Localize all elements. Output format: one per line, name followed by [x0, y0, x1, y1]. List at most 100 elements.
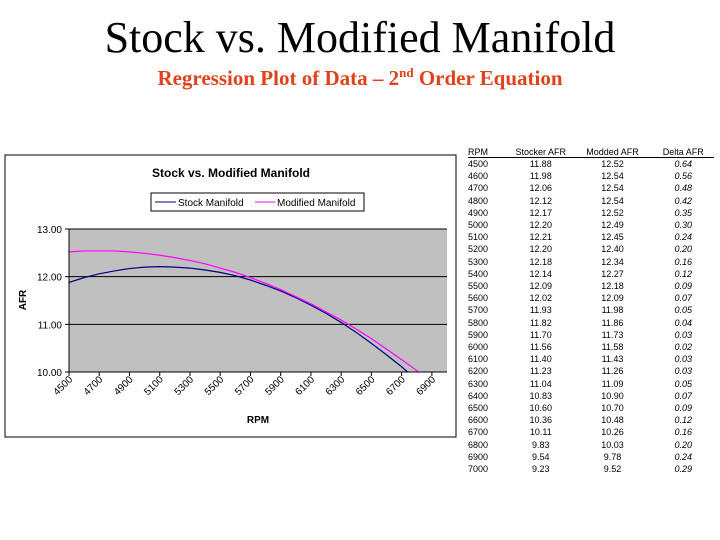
cell-modded-afr: 10.70 [601, 403, 624, 414]
cell-delta-afr: 0.29 [674, 464, 692, 475]
cell-stock-afr: 10.83 [529, 390, 553, 401]
cell-rpm: 6400 [468, 390, 489, 401]
subtitle-suffix: Order Equation [413, 66, 563, 90]
cell-rpm: 5000 [468, 220, 489, 231]
cell-delta-afr: 0.64 [674, 159, 692, 169]
cell-delta-afr: 0.03 [674, 366, 692, 377]
slide-subtitle: Regression Plot of Data – 2nd Order Equa… [0, 64, 720, 92]
y-axis-label: AFR [18, 289, 29, 310]
table-row: 5600 12.02 12.09 0.07 [468, 292, 714, 304]
table-row: 4500 11.88 12.52 0.64 [468, 158, 714, 171]
cell-modded-afr: 12.54 [601, 171, 624, 182]
cell-delta-afr: 0.03 [674, 354, 692, 365]
legend-modified-label: Modified Manifold [277, 198, 355, 209]
cell-delta-afr: 0.09 [674, 403, 692, 414]
table-row: 4900 12.17 12.52 0.35 [468, 207, 714, 219]
cell-delta-afr: 0.48 [674, 183, 692, 194]
cell-modded-afr: 9.78 [603, 451, 622, 462]
cell-rpm: 4600 [468, 171, 489, 182]
cell-rpm: 5200 [468, 244, 489, 255]
cell-stock-afr: 12.20 [529, 220, 553, 231]
table-row: 4600 11.98 12.54 0.56 [468, 170, 714, 182]
cell-modded-afr: 12.40 [601, 244, 624, 255]
chart-title: Stock vs. Modified Manifold [152, 166, 310, 180]
cell-stock-afr: 10.11 [529, 427, 552, 438]
table-row: 6600 10.36 10.48 0.12 [468, 414, 714, 426]
cell-modded-afr: 12.45 [601, 232, 624, 243]
cell-rpm: 5600 [468, 293, 489, 304]
legend-stock-label: Stock Manifold [178, 198, 244, 209]
cell-delta-afr: 0.24 [674, 232, 692, 243]
cell-stock-afr: 9.23 [532, 464, 550, 475]
table-row: 5000 12.20 12.49 0.30 [468, 219, 714, 231]
header-delta-afr: Delta AFR [662, 147, 704, 157]
table-row: 6400 10.83 10.90 0.07 [468, 390, 714, 402]
cell-modded-afr: 12.27 [601, 268, 624, 279]
cell-delta-afr: 0.05 [674, 378, 692, 389]
cell-modded-afr: 11.73 [601, 329, 624, 340]
table-row: 4800 12.12 12.54 0.42 [468, 195, 714, 207]
cell-modded-afr: 11.58 [601, 342, 624, 353]
cell-modded-afr: 12.34 [601, 256, 624, 267]
y-tick-label: 10.00 [37, 368, 62, 379]
cell-stock-afr: 11.98 [529, 171, 552, 182]
cell-delta-afr: 0.12 [674, 268, 692, 279]
cell-stock-afr: 12.18 [529, 256, 553, 267]
cell-modded-afr: 12.49 [601, 220, 624, 231]
cell-delta-afr: 0.16 [674, 256, 692, 267]
cell-rpm: 6900 [468, 451, 489, 462]
cell-stock-afr: 11.04 [529, 378, 552, 389]
cell-rpm: 5800 [468, 317, 489, 328]
cell-stock-afr: 11.82 [529, 317, 552, 328]
cell-delta-afr: 0.35 [674, 207, 692, 218]
cell-rpm: 5100 [468, 232, 489, 243]
cell-stock-afr: 9.54 [532, 451, 550, 462]
cell-rpm: 6600 [468, 415, 489, 426]
table-row: 5500 12.09 12.18 0.09 [468, 280, 714, 292]
cell-delta-afr: 0.12 [674, 415, 692, 426]
table-row: 6000 11.56 11.58 0.02 [468, 341, 714, 353]
cell-rpm: 6200 [468, 366, 489, 377]
subtitle-superscript: nd [399, 65, 414, 80]
cell-modded-afr: 11.43 [601, 354, 624, 365]
cell-delta-afr: 0.05 [674, 305, 692, 316]
table-row: 5900 11.70 11.73 0.03 [468, 329, 714, 341]
cell-rpm: 4900 [468, 207, 489, 218]
cell-stock-afr: 12.12 [529, 195, 553, 206]
cell-stock-afr: 9.83 [532, 439, 550, 450]
cell-modded-afr: 11.86 [601, 317, 624, 328]
table-row: 6300 11.04 11.09 0.05 [468, 378, 714, 390]
cell-stock-afr: 11.93 [529, 305, 552, 316]
y-tick-label: 11.00 [38, 320, 63, 331]
cell-delta-afr: 0.16 [674, 427, 692, 438]
cell-stock-afr: 12.20 [529, 244, 553, 255]
cell-modded-afr: 12.54 [601, 195, 624, 206]
cell-stock-afr: 12.14 [529, 268, 553, 279]
table-row: 6700 10.11 10.26 0.16 [468, 426, 714, 438]
cell-modded-afr: 11.09 [601, 378, 624, 389]
table-row: 6900 9.54 9.78 0.24 [468, 451, 714, 463]
cell-modded-afr: 12.52 [601, 207, 624, 218]
cell-delta-afr: 0.07 [674, 293, 692, 304]
header-modded-afr: Modded AFR [586, 147, 639, 157]
header-stock-afr: Stocker AFR [515, 147, 567, 157]
plot-area [69, 229, 447, 372]
cell-rpm: 6000 [468, 342, 489, 353]
cell-modded-afr: 10.26 [601, 427, 624, 438]
cell-stock-afr: 11.88 [529, 159, 552, 169]
table-row: 6100 11.40 11.43 0.03 [468, 353, 714, 365]
cell-rpm: 4700 [468, 183, 489, 194]
table-row: 5100 12.21 12.45 0.24 [468, 231, 714, 243]
x-axis-label: RPM [247, 415, 269, 426]
table-row: 5400 12.14 12.27 0.12 [468, 268, 714, 280]
data-table: RPM Stocker AFR Modded AFR Delta AFR 450… [468, 147, 714, 475]
cell-rpm: 6500 [468, 403, 489, 414]
cell-delta-afr: 0.03 [674, 329, 692, 340]
cell-modded-afr: 10.48 [601, 415, 624, 426]
cell-stock-afr: 12.09 [529, 281, 553, 292]
cell-stock-afr: 11.70 [529, 329, 552, 340]
cell-delta-afr: 0.20 [674, 439, 692, 450]
cell-rpm: 5700 [468, 305, 489, 316]
table-row: 5800 11.82 11.86 0.04 [468, 317, 714, 329]
